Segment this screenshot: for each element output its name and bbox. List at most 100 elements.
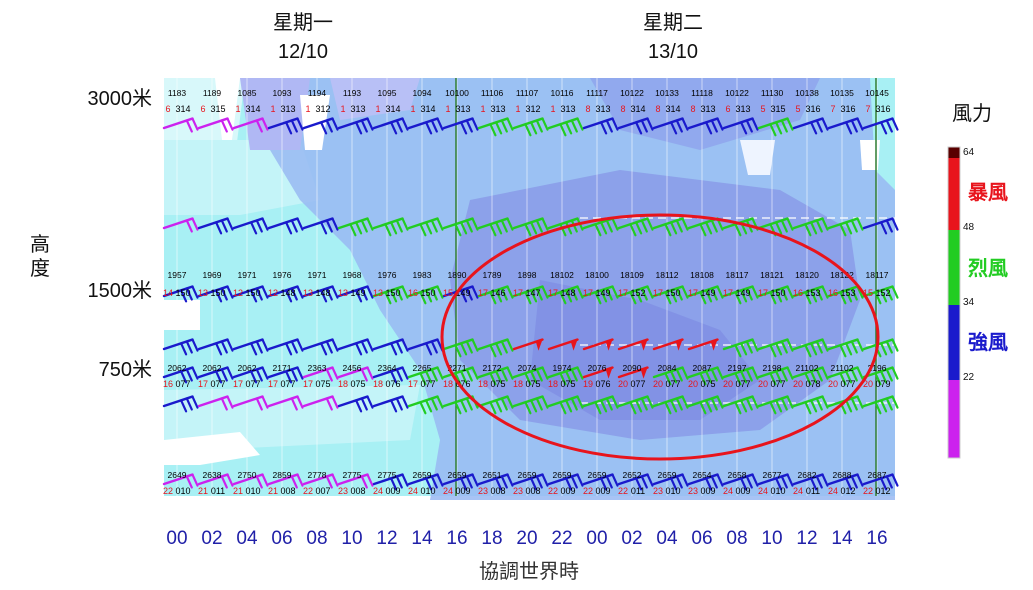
colorbar-segment: [948, 147, 960, 158]
barb-feather: [786, 473, 794, 487]
level-black-value: 153: [805, 288, 820, 298]
level-top-value: 21102: [830, 363, 853, 373]
level-red-value: 17: [688, 288, 698, 298]
barb-feather: [541, 395, 549, 409]
barb-feather: [844, 121, 853, 135]
bg-mid-patch: [240, 78, 310, 150]
level-top-value: 2062: [238, 363, 257, 373]
level-black-value: 010: [245, 486, 260, 496]
level-black-value: 149: [735, 288, 750, 298]
level-top-value: 10122: [620, 88, 644, 98]
barb-feather: [885, 119, 893, 133]
barb-feather: [710, 119, 718, 133]
barb-feather: [629, 223, 637, 237]
barb-feather: [430, 119, 438, 133]
barb-feather: [524, 123, 532, 137]
level-top-value: 10145: [865, 88, 889, 98]
wind-barb: [442, 473, 479, 491]
barb-feather: [506, 285, 514, 299]
barb-feather: [745, 397, 753, 411]
wind-barb: [302, 117, 339, 135]
barb-feather: [594, 291, 602, 305]
barb-feather: [704, 121, 713, 135]
barb-feather: [459, 399, 468, 413]
level-red-value: 6: [165, 104, 170, 114]
barb-feather: [249, 370, 258, 384]
barb-feather: [669, 399, 678, 413]
barb-feather: [780, 340, 788, 354]
barb-pennant: [675, 339, 683, 351]
barb-feather: [570, 475, 578, 489]
wind-barb: [267, 473, 304, 489]
barb-feather: [821, 366, 829, 380]
barb-feather: [524, 401, 532, 415]
barb-feather: [675, 397, 683, 411]
level-top-value: 1969: [203, 270, 222, 280]
barb-feather: [780, 475, 788, 489]
barb-feather: [255, 287, 263, 301]
barb-feather: [424, 370, 433, 384]
y-axis-title-char: 高: [30, 233, 50, 256]
barb-feather: [489, 372, 497, 386]
level-black-value: 152: [875, 288, 890, 298]
barb-feather: [885, 368, 893, 382]
barb-feather: [699, 291, 707, 305]
wind-barb: [302, 395, 339, 411]
level-black-value: 313: [280, 104, 295, 114]
level-red-value: 23: [338, 486, 348, 496]
barb-feather: [844, 342, 853, 356]
level-black-value: 316: [805, 104, 820, 114]
barb-feather: [716, 117, 724, 131]
barb-feather: [179, 342, 188, 356]
barb-feather: [704, 221, 713, 235]
barb-feather: [559, 401, 567, 415]
wind-barb: [757, 473, 794, 491]
bg-white-patch: [740, 140, 775, 175]
wind-barb: [512, 117, 549, 137]
barb-feather: [734, 223, 742, 237]
legend-category-label: 暴風: [968, 181, 1008, 204]
barb-feather: [646, 285, 654, 299]
level-black-value: 077: [630, 379, 645, 389]
barb-feather: [220, 287, 228, 301]
level-top-value: 2090: [623, 363, 642, 373]
barb-feather: [891, 366, 899, 380]
level-black-value: 007: [315, 486, 330, 496]
barb-feather: [769, 372, 777, 386]
barb-feather: [261, 473, 269, 487]
wind-barb: [792, 395, 829, 415]
barb-feather: [395, 368, 403, 382]
wind-barb: [687, 338, 719, 351]
barb-feather: [640, 397, 648, 411]
level-red-value: 1: [550, 104, 555, 114]
barb-feather: [704, 370, 713, 384]
wind-barb: [792, 117, 829, 135]
barb-feather: [331, 395, 339, 409]
barb-feather: [214, 221, 223, 235]
barb-feather: [856, 217, 864, 231]
level-black-value: 008: [490, 486, 505, 496]
wind-barb: [652, 117, 689, 135]
barb-feather: [646, 117, 654, 131]
level-red-value: 13: [303, 288, 313, 298]
level-black-value: 316: [875, 104, 890, 114]
wind-barb: [232, 366, 269, 384]
barb-feather: [366, 217, 374, 231]
wind-barb: [512, 217, 549, 237]
wind-barb: [337, 285, 374, 303]
wind-barb: [582, 217, 619, 237]
barb-feather: [879, 289, 888, 303]
barb-feather: [419, 401, 427, 415]
level-black-value: 010: [420, 486, 435, 496]
barb-feather: [681, 117, 689, 131]
level-top-value: 2778: [308, 470, 327, 480]
barb-feather: [739, 399, 748, 413]
barb-feather: [506, 473, 514, 487]
barb-feather: [710, 397, 718, 411]
barb-feather: [774, 399, 783, 413]
wind-barb: [302, 473, 339, 489]
barb-feather: [325, 340, 333, 354]
barb-feather: [559, 372, 567, 386]
barb-feather: [296, 285, 304, 299]
wind-barb: [267, 285, 304, 303]
